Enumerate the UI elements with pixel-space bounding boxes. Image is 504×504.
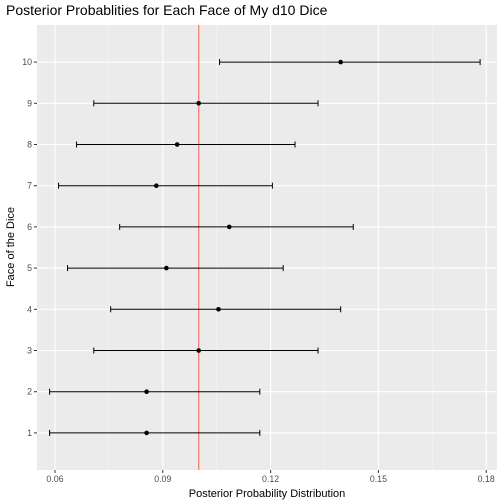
x-tick-label: 0.15 xyxy=(370,474,387,484)
point-estimates xyxy=(144,59,343,436)
x-tick-label: 0.09 xyxy=(154,474,171,484)
y-tick-label: 5 xyxy=(27,263,32,273)
y-tick-label: 3 xyxy=(27,346,32,356)
y-tick-label: 6 xyxy=(27,222,32,232)
error-bars xyxy=(49,59,481,436)
plot-panel xyxy=(37,25,497,470)
x-tick-label: 0.12 xyxy=(262,474,279,484)
point-estimate xyxy=(216,307,221,312)
point-estimate xyxy=(174,142,180,147)
point-estimate xyxy=(226,224,232,230)
x-tick-label: 0.18 xyxy=(478,474,495,484)
chart-title: Posterior Probablities for Each Face of … xyxy=(6,2,328,18)
point-estimate xyxy=(154,183,159,188)
x-tick-label: 0.06 xyxy=(46,474,63,484)
y-axis-title: Face of the Dice xyxy=(5,207,17,287)
y-tick-label: 2 xyxy=(27,387,32,397)
x-axis-title: Posterior Probability Distribution xyxy=(189,488,346,500)
y-tick-label: 7 xyxy=(27,181,32,191)
y-tick-label: 9 xyxy=(27,98,32,108)
x-axis: 0.06 0.09 0.12 0.15 0.18 xyxy=(46,470,495,484)
point-estimate xyxy=(338,59,343,65)
y-tick-label: 10 xyxy=(22,57,32,67)
y-axis: 1 2 3 4 5 6 7 8 9 10 xyxy=(22,57,37,438)
y-tick-label: 1 xyxy=(27,428,32,438)
minor-gridlines xyxy=(108,25,433,470)
y-tick-label: 4 xyxy=(27,304,32,314)
point-estimate xyxy=(196,348,202,353)
point-estimate xyxy=(164,265,169,271)
point-estimate xyxy=(144,389,149,395)
point-estimate xyxy=(144,430,149,436)
point-estimate xyxy=(196,100,202,106)
y-tick-label: 8 xyxy=(27,139,32,149)
